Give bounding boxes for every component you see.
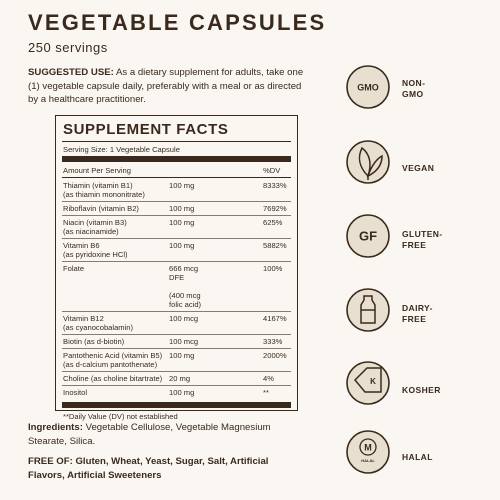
daily-value: 8333% <box>263 181 287 190</box>
amount: 100 mg <box>169 388 195 397</box>
column-header: %DV <box>263 166 281 175</box>
thick-rule <box>62 402 291 408</box>
badge-label: KOSHER <box>402 385 441 395</box>
daily-value: 100% <box>263 264 283 273</box>
row-rule <box>62 348 291 349</box>
serving-size: Serving Size: 1 Vegetable Capsule <box>63 145 180 154</box>
title: VEGETABLE CAPSULES <box>28 10 327 35</box>
text: Vegetable Cellulose, Vegetable Magnesium… <box>28 422 271 447</box>
label: Ingredients: <box>28 422 83 433</box>
suggested-use: SUGGESTED USE: As a dietary supplement f… <box>28 66 306 107</box>
row-rule <box>62 215 291 216</box>
nutrient-name: (as niacinamide) <box>63 227 119 236</box>
icon-text: GF <box>359 228 377 243</box>
row-rule <box>62 385 291 386</box>
nutrient-name: (as d-calcium pantothenate) <box>63 360 158 369</box>
row-rule <box>62 311 291 312</box>
nutrient-name: (as pyridoxine HCl) <box>63 250 128 259</box>
thin-rule <box>62 177 291 178</box>
ingredients: Ingredients: Vegetable Cellulose, Vegeta… <box>28 421 306 448</box>
daily-value: 333% <box>263 337 283 346</box>
badge-label: DAIRY- <box>402 303 433 313</box>
icon-text: M <box>364 442 372 452</box>
amount: 100 mcg <box>169 314 199 323</box>
amount: DFE <box>169 273 185 282</box>
badge-label: HALAL <box>402 452 433 462</box>
free-of: FREE OF: Gluten, Wheat, Yeast, Sugar, Sa… <box>28 455 306 482</box>
daily-value: ** <box>263 388 269 397</box>
badge-label: FREE <box>402 314 427 324</box>
amount-note: folic acid) <box>169 300 202 309</box>
nutrient-name: Thiamin (vitamin B1) <box>63 181 133 190</box>
label: FREE OF: <box>28 456 73 467</box>
row-rule <box>62 238 291 239</box>
daily-value: 4% <box>263 374 274 383</box>
nutrient-name: (as cyanocobalamin) <box>63 323 134 332</box>
badge-icons: GMO GF K M HALAL <box>346 65 390 474</box>
nutrient-name: Folate <box>63 264 85 273</box>
icon-subtext: HALAL <box>361 458 375 463</box>
icon-text: K <box>370 377 376 386</box>
nutrient-name: Vitamin B12 <box>63 314 104 323</box>
nutrient-name: Choline (as choline bitartrate) <box>63 374 163 383</box>
daily-value: 2000% <box>263 351 287 360</box>
nutrient-name: Vitamin B6 <box>63 241 100 250</box>
nutrient-name: Biotin (as d-biotin) <box>63 337 125 346</box>
amount: 666 mcg <box>169 264 199 273</box>
badge-label: FREE <box>402 240 427 250</box>
thick-rule <box>62 156 291 162</box>
footnote: **Daily Value (DV) not established <box>63 412 178 421</box>
halal-ring <box>359 438 377 456</box>
nutrient-name: (as thiamin mononitrate) <box>63 190 145 199</box>
daily-value: 5882% <box>263 241 287 250</box>
badge-label: NON- <box>402 78 426 88</box>
supplement-facts: SUPPLEMENT FACTS Serving Size: 1 Vegetabl… <box>55 115 298 421</box>
badge-label: VEGAN <box>402 163 435 173</box>
amount: 100 mg <box>169 351 195 360</box>
nutrient-name: Inositol <box>63 388 88 397</box>
amount: 100 mg <box>169 218 195 227</box>
amount: 100 mg <box>169 241 195 250</box>
daily-value: 7692% <box>263 204 287 213</box>
amount: 100 mg <box>169 181 195 190</box>
facts-title: SUPPLEMENT FACTS <box>63 121 229 138</box>
label: SUGGESTED USE: <box>28 67 114 78</box>
amount-note: (400 mcg <box>169 291 201 300</box>
badge-label: GMO <box>402 89 424 99</box>
daily-value: 625% <box>263 218 283 227</box>
daily-value: 4167% <box>263 314 287 323</box>
row-rule <box>62 371 291 372</box>
row-rule <box>62 334 291 335</box>
text: As a dietary supplement for adults, take… <box>28 67 304 105</box>
column-header: Amount Per Serving <box>63 166 131 175</box>
text: Gluten, Wheat, Yeast, Sugar, Salt, Artif… <box>28 456 269 481</box>
amount: 100 mg <box>169 204 195 213</box>
amount: 20 mg <box>169 374 191 383</box>
amount: 100 mcg <box>169 337 199 346</box>
row-rule <box>62 261 291 262</box>
row-rule <box>62 201 291 202</box>
thin-rule <box>62 141 291 142</box>
servings: 250 servings <box>28 40 108 55</box>
nutrient-name: Pantothenic Acid (vitamin B5) <box>63 351 163 360</box>
nutrient-name: Niacin (vitamin B3) <box>63 218 127 227</box>
badge-label: GLUTEN- <box>402 229 443 239</box>
nutrient-name: Riboflavin (vitamin B2) <box>63 204 139 213</box>
icon-text: GMO <box>357 82 379 92</box>
